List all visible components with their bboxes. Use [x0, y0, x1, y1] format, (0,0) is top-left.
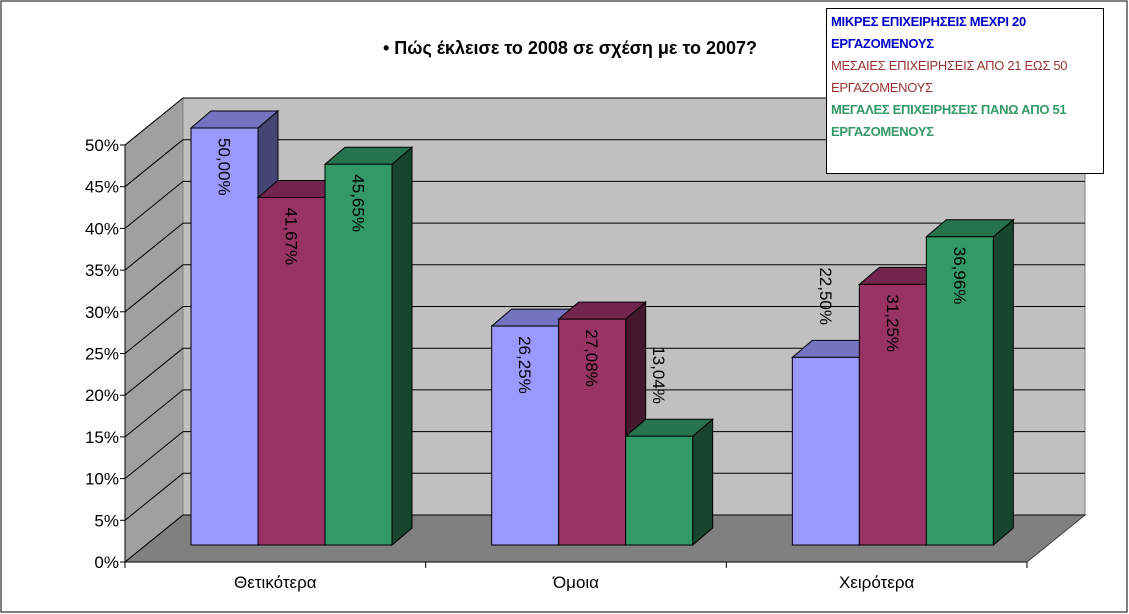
- bar: [558, 318, 627, 546]
- grid-line: [124, 347, 184, 396]
- bar-side: [992, 218, 1014, 547]
- data-label: 45,65%: [349, 174, 368, 232]
- y-tick-label: 30%: [85, 303, 119, 322]
- y-tick-label: 45%: [85, 178, 119, 197]
- y-tick-label: 15%: [85, 428, 119, 447]
- y-tick-label: 20%: [85, 386, 119, 405]
- y-tick-label: 35%: [85, 261, 119, 280]
- chart-title: • Πώς έκλεισε το 2008 σε σχέση με το 200…: [383, 38, 757, 58]
- y-tick-label: 5%: [94, 511, 119, 530]
- grid-line: [124, 264, 184, 313]
- y-tick-label: 40%: [85, 219, 119, 238]
- grid-line: [124, 389, 184, 438]
- data-label: 22,50%: [816, 267, 835, 325]
- legend-entry: ΜΙΚΡΕΣ ΕΠΙΧΕΙΡΗΣΕΙΣ ΜΕΧΡΙ 20 ΕΡΓΑΖΟΜΕΝΟΥ…: [831, 14, 1026, 51]
- grid-line: [124, 514, 184, 563]
- grid-line: [124, 97, 184, 146]
- bar: [190, 127, 259, 546]
- y-tick-label: 25%: [85, 345, 119, 364]
- data-label: 50,00%: [215, 138, 234, 196]
- bar-side: [692, 418, 714, 547]
- bar: [324, 163, 393, 546]
- grid-line: [124, 472, 184, 521]
- data-label: 36,96%: [950, 247, 969, 305]
- grid-line: [124, 431, 184, 479]
- bar: [858, 283, 927, 546]
- bar: [257, 196, 326, 546]
- legend-entry: ΜΕΓΑΛΕΣ ΕΠΙΧΕΙΡΗΣΕΙΣ ΠΑΝΩ ΑΠΟ 51 ΕΡΓΑΖΟΜ…: [831, 102, 1067, 139]
- grid-line: [124, 181, 184, 229]
- bar: [491, 325, 560, 546]
- x-tick-label: Θετικότερα: [234, 573, 317, 592]
- legend-entry: ΜΕΣΑΙΕΣ ΕΠΙΧΕΙΡΗΣΕΙΣ ΑΠΟ 21 ΕΩΣ 50 ΕΡΓΑΖ…: [831, 58, 1068, 95]
- bar: [925, 236, 994, 546]
- x-tick-label: Χειρότερα: [839, 573, 915, 592]
- grid-line: [124, 306, 184, 354]
- y-tick-label: 0%: [94, 553, 119, 572]
- x-tick-label: Όμοια: [552, 573, 599, 592]
- legend: ΜΙΚΡΕΣ ΕΠΙΧΕΙΡΗΣΕΙΣ ΜΕΧΡΙ 20 ΕΡΓΑΖΟΜΕΝΟΥ…: [826, 8, 1104, 174]
- grid-line: [124, 222, 184, 271]
- data-label: 26,25%: [515, 336, 534, 394]
- data-label: 27,08%: [582, 329, 601, 387]
- y-tick-label: 50%: [85, 136, 119, 155]
- grid-line: [124, 139, 184, 188]
- data-label: 13,04%: [649, 346, 668, 404]
- y-tick-label: 10%: [85, 470, 119, 489]
- bar: [791, 356, 860, 546]
- bar: [625, 435, 694, 546]
- bar-side: [391, 146, 413, 547]
- data-label: 41,67%: [282, 207, 301, 265]
- data-label: 31,25%: [883, 294, 902, 352]
